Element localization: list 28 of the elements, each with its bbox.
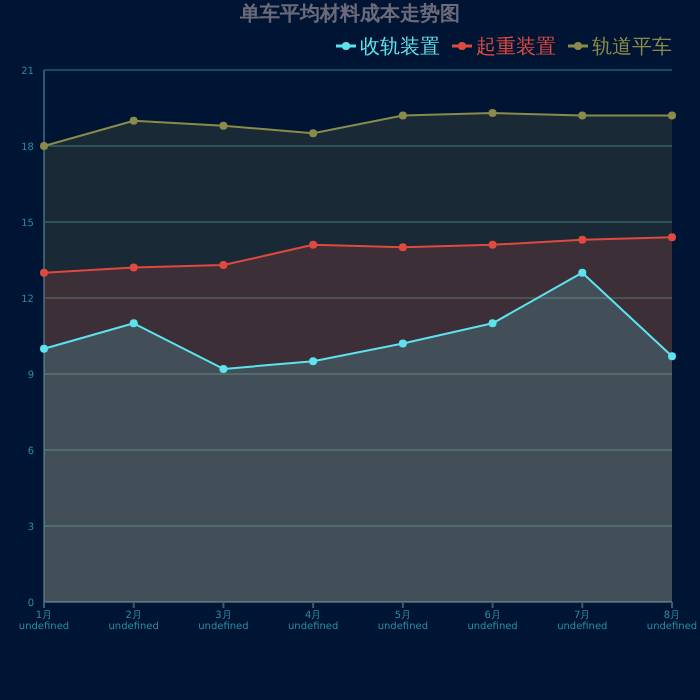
point bbox=[488, 240, 497, 249]
point bbox=[668, 233, 676, 242]
legend-label: 轨道平车 bbox=[592, 35, 672, 59]
point bbox=[488, 319, 497, 328]
point bbox=[309, 129, 318, 138]
point bbox=[129, 263, 138, 272]
point bbox=[40, 142, 48, 150]
point bbox=[398, 339, 407, 348]
point bbox=[219, 121, 228, 130]
point bbox=[398, 111, 407, 120]
point bbox=[578, 111, 587, 120]
point bbox=[219, 364, 228, 373]
point bbox=[398, 243, 407, 252]
legend-label: 收轨装置 bbox=[360, 35, 440, 59]
point bbox=[309, 357, 318, 366]
point bbox=[129, 319, 138, 328]
point bbox=[40, 344, 48, 353]
point bbox=[129, 116, 138, 125]
legend-label: 起重装置 bbox=[476, 35, 556, 59]
point bbox=[668, 111, 676, 120]
chart-title: 单车平均材料成本走势图 bbox=[238, 2, 460, 26]
point bbox=[40, 268, 48, 277]
point bbox=[578, 235, 587, 244]
point bbox=[668, 352, 676, 361]
point bbox=[488, 109, 497, 118]
point bbox=[219, 261, 228, 270]
point bbox=[578, 268, 587, 277]
point bbox=[309, 240, 318, 249]
